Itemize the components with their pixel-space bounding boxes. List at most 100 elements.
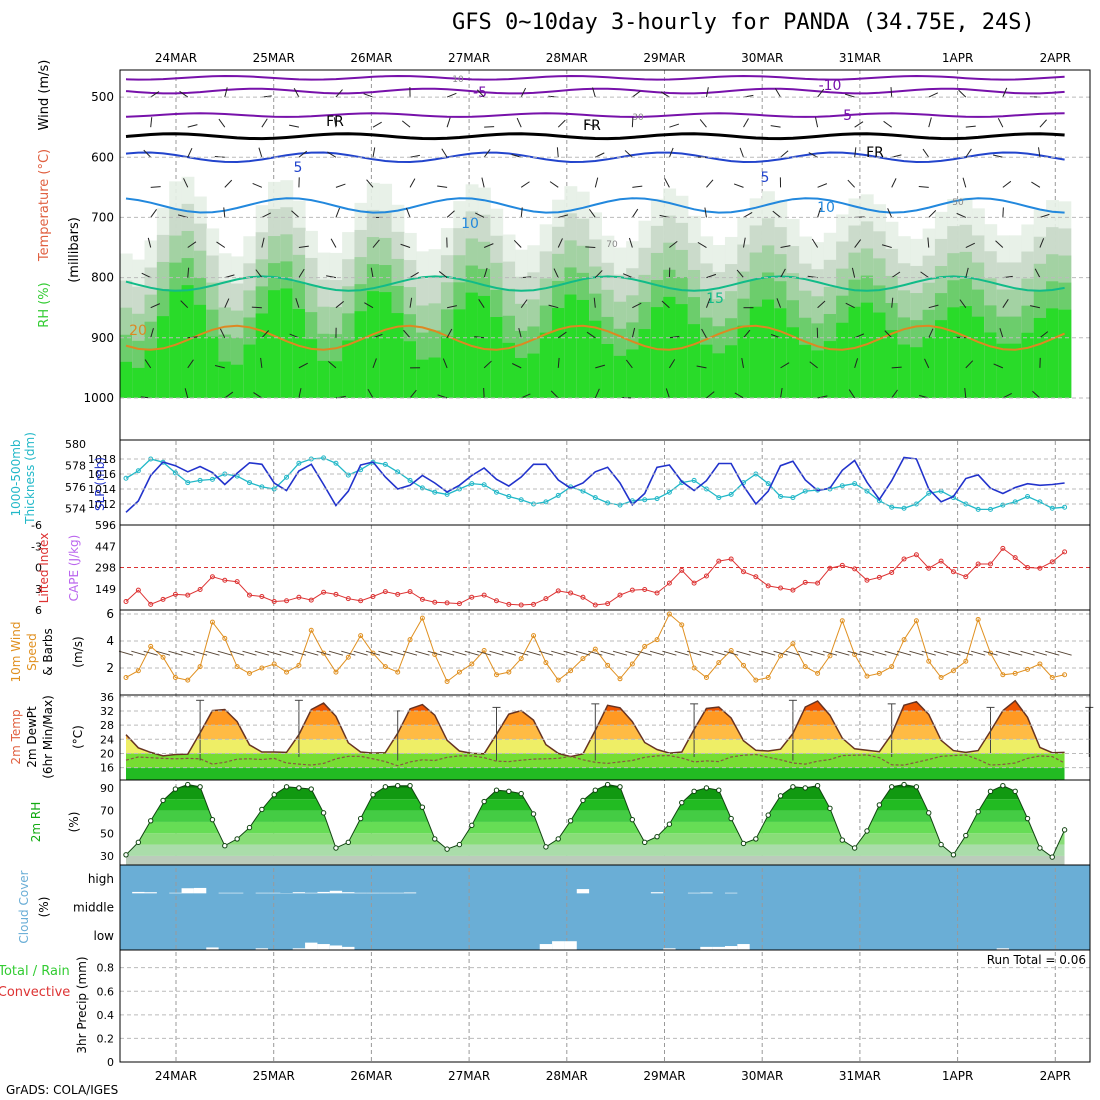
wind-speed-point [135,668,141,674]
wind-barb [780,245,791,249]
wind-barb [890,87,893,98]
wind-barb [364,302,374,309]
rh-shading-cell [934,320,948,398]
precip-tick-label: 0 [107,1056,114,1069]
lifted-index-point [432,599,438,605]
wind-barb [1002,207,1004,218]
surface-wind-barb [304,650,319,656]
wind-barb [1039,119,1047,128]
date-label-bottom: 2APR [1040,1069,1071,1083]
wind-barb [326,275,337,279]
wind10m-axis-label: (m/s) [71,636,85,667]
wind-speed-point [1000,672,1006,678]
wind-barb [187,124,198,128]
thickness-point [901,505,907,511]
temp2m-axis-label: (6hr Min/Max) [41,695,55,779]
rh-point [271,792,277,798]
lifted-tick-label: -6 [31,519,42,532]
surface-wind-barb [971,650,986,656]
wind-speed-point [197,664,203,670]
wind-barb [224,298,230,308]
rh-shading-cell [218,361,232,398]
surface-wind-barb [427,650,442,656]
rh-band [126,821,1065,834]
date-label-bottom: 24MAR [155,1069,197,1083]
wind-barb [589,209,596,218]
wind-speed-point [358,633,364,639]
lifted-index-point [827,565,833,571]
rh-point [345,839,351,846]
rh-point [901,781,907,788]
wind-barb [920,271,930,279]
rh-shading-cell [379,292,393,398]
wind-barb [595,364,606,369]
wind-speed-point [778,653,784,659]
rh-point [765,812,771,818]
wind-barb [224,87,228,98]
wind-barb [144,359,152,369]
surface-wind-barb [612,650,628,656]
footer-credit: GrADS: COLA/IGES [6,1083,119,1097]
cloud-bar-low [737,944,750,950]
wind-barb [363,93,374,98]
wind-barb [884,330,893,339]
wind-speed-point [728,647,734,653]
rh-point [617,784,623,790]
lifted-index-point [975,561,981,567]
isotherm-line [125,197,1065,214]
lifted-tick-label: 3 [35,583,42,596]
surface-wind-barb [563,650,578,656]
wind-barb [483,148,491,158]
wind-barb [743,212,753,218]
wind-barb [553,268,559,278]
wind-speed-point [531,633,537,639]
temp-tick-label: 20 [100,747,114,760]
wind-barb [261,212,271,218]
thickness-point [419,485,425,491]
surface-wind-barb [143,650,158,656]
wind10m-axis-label: & Barbs [41,628,55,676]
wind-barb [1030,305,1041,309]
rh-point [209,816,216,823]
lifted-index-point [271,599,277,604]
wind-barb [150,303,161,309]
cloud-bar-high [354,892,367,894]
lifted-index-point [395,591,401,597]
wind-speed-point [716,660,722,666]
surface-wind-barb [773,650,788,656]
surface-wind-barb [674,650,689,656]
surface-wind-barb [415,650,430,656]
rh-tick-label: 70 [100,805,114,818]
wind-speed-point [185,677,191,683]
rh-shading-cell [910,347,924,398]
wind-barb [150,117,153,128]
wind-barb [706,273,717,279]
wind-speed-point [963,658,969,664]
rh-shading-cell [490,316,504,398]
isotherm-line [125,87,1065,95]
wind-speed-point [926,658,932,664]
cloud-bar-high [193,887,207,894]
rh-point [827,805,833,812]
lifted-index-point [790,587,796,593]
wind-barb [743,118,749,128]
wind-barb [289,124,300,128]
date-label-top: 2APR [1040,51,1071,65]
wind-barb [143,149,152,158]
rh-point [493,787,500,793]
rh-point [790,784,796,790]
wind-barb [780,388,783,399]
surface-wind-barb [378,650,393,656]
temp-tick-label: 32 [100,705,114,718]
wind-barb [224,179,233,188]
temp-band [126,753,1065,768]
rh-shading-cell [206,336,220,398]
lifted-tick-label: 6 [35,604,42,617]
wind-axis-label: Wind (m/s) [37,60,52,131]
wind-speed-point [382,664,388,670]
rh-point [246,824,253,831]
surface-wind-barb [958,650,973,656]
lifted-index-point [765,583,771,589]
rh-shading-cell [860,302,874,398]
surface-wind-barb [847,650,862,656]
